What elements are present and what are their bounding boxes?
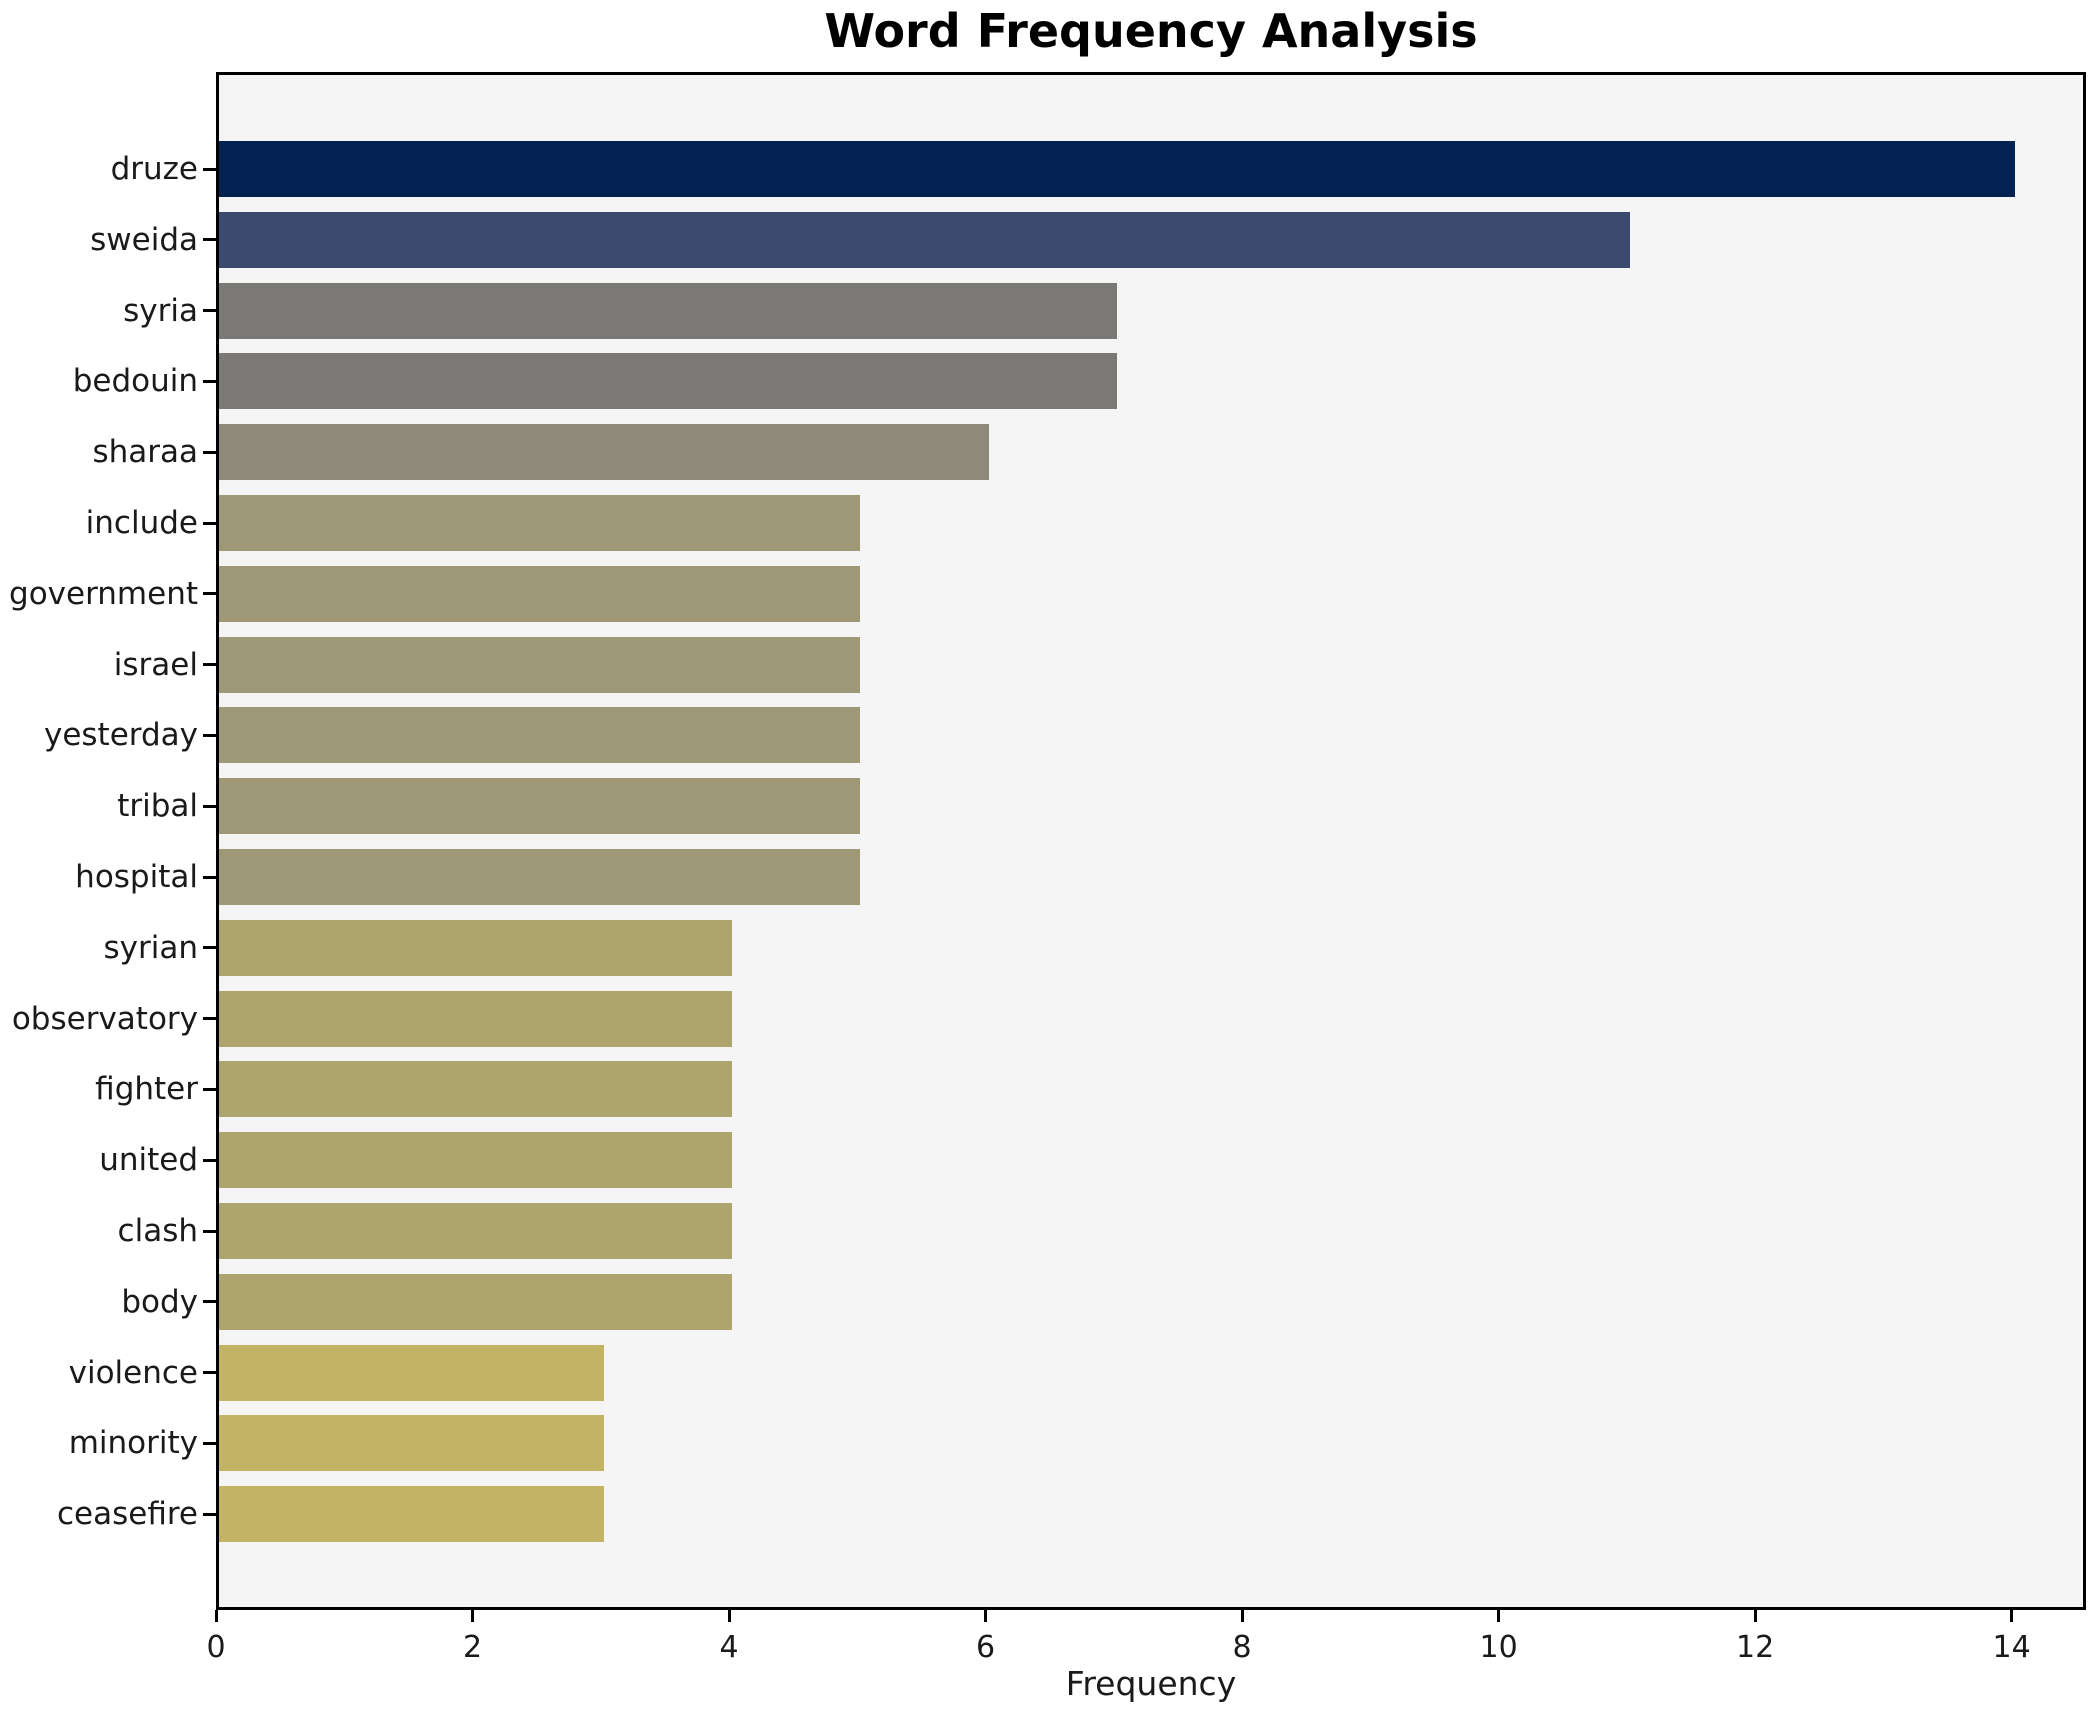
y-tick-mark	[203, 450, 216, 454]
x-tick-label: 8	[1232, 1630, 1252, 1665]
x-tick-mark	[1240, 1610, 1244, 1622]
y-tick-mark	[203, 521, 216, 525]
y-tick-label-include: include	[85, 505, 198, 541]
y-tick-mark	[203, 663, 216, 667]
bar-hospital	[219, 849, 860, 905]
y-tick-label-fighter: fighter	[95, 1071, 198, 1108]
plot-area	[216, 72, 2086, 1610]
x-tick-mark	[1753, 1610, 1757, 1622]
x-axis-title: Frequency	[1065, 1664, 1237, 1703]
y-tick-label-ceasefire: ceasefire	[57, 1496, 198, 1533]
bar-bedouin	[219, 353, 1117, 410]
y-tick-mark	[203, 1371, 216, 1375]
bar-israel	[219, 636, 860, 693]
x-tick-mark	[214, 1610, 218, 1622]
bar-syria	[219, 282, 1117, 339]
y-tick-label-minority: minority	[68, 1425, 198, 1462]
y-tick-label-yesterday: yesterday	[43, 717, 198, 754]
y-tick-mark	[203, 1300, 216, 1304]
y-tick-label-tribal: tribal	[117, 788, 198, 825]
y-tick-label-government: government	[9, 575, 198, 612]
y-tick-mark	[203, 1158, 216, 1162]
y-tick-label-syria: syria	[123, 292, 198, 329]
x-tick-mark	[471, 1610, 475, 1622]
x-tick-label: 10	[1479, 1630, 1518, 1665]
chart-title: Word Frequency Analysis	[824, 4, 1478, 58]
x-tick-label: 6	[976, 1630, 996, 1665]
y-tick-label-sharaa: sharaa	[92, 434, 198, 471]
y-tick-mark	[203, 309, 216, 313]
y-tick-label-observatory: observatory	[11, 1000, 198, 1037]
bar-yesterday	[219, 707, 860, 764]
y-tick-mark	[203, 592, 216, 596]
y-tick-mark	[203, 1087, 216, 1091]
y-tick-label-clash: clash	[117, 1213, 198, 1249]
y-tick-label-israel: israel	[113, 646, 198, 683]
bar-united	[219, 1132, 732, 1189]
bar-body	[219, 1273, 732, 1330]
y-tick-label-violence: violence	[68, 1354, 198, 1391]
y-tick-mark	[203, 1017, 216, 1021]
bar-sharaa	[219, 424, 989, 481]
y-tick-mark	[203, 946, 216, 950]
x-tick-mark	[727, 1610, 731, 1622]
bar-fighter	[219, 1061, 732, 1118]
y-tick-mark	[203, 1441, 216, 1445]
x-tick-label: 4	[719, 1630, 739, 1665]
y-tick-mark	[203, 804, 216, 808]
x-tick-mark	[984, 1610, 988, 1622]
y-tick-mark	[203, 1229, 216, 1233]
bar-sweida	[219, 211, 1630, 268]
y-tick-mark	[203, 167, 216, 171]
bar-syrian	[219, 919, 732, 976]
y-tick-label-bedouin: bedouin	[72, 363, 198, 400]
bar-druze	[219, 141, 2015, 197]
bar-violence	[219, 1344, 604, 1401]
x-tick-mark	[1497, 1610, 1501, 1622]
bar-tribal	[219, 778, 860, 835]
y-tick-mark	[203, 379, 216, 383]
y-tick-label-united: united	[99, 1142, 198, 1179]
y-tick-label-hospital: hospital	[75, 859, 198, 895]
x-tick-mark	[2010, 1610, 2014, 1622]
x-tick-label: 14	[1992, 1630, 2031, 1665]
bar-government	[219, 565, 860, 622]
y-tick-mark	[203, 733, 216, 737]
x-tick-label: 12	[1736, 1630, 1775, 1665]
y-tick-label-body: body	[121, 1283, 198, 1320]
x-tick-label: 0	[206, 1630, 226, 1665]
bar-ceasefire	[219, 1486, 604, 1543]
y-tick-label-druze: druze	[110, 151, 198, 187]
y-tick-mark	[203, 238, 216, 242]
y-tick-mark	[203, 875, 216, 879]
bar-include	[219, 495, 860, 551]
x-tick-label: 2	[462, 1630, 483, 1665]
bar-observatory	[219, 990, 732, 1047]
y-tick-label-syrian: syrian	[103, 929, 199, 966]
bar-minority	[219, 1415, 604, 1472]
y-tick-label-sweida: sweida	[90, 221, 198, 258]
bar-clash	[219, 1203, 732, 1259]
y-tick-mark	[203, 1512, 216, 1516]
